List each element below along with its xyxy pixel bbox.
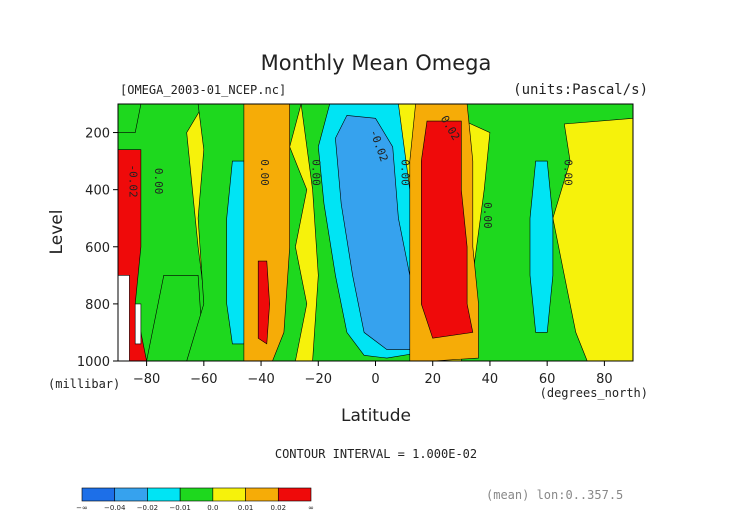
file-label: [OMEGA_2003-01_NCEP.nc]: [120, 83, 286, 97]
contour-interval-label: CONTOUR INTERVAL = 1.000E-02: [275, 447, 477, 461]
colorbar-swatch-4: [212, 487, 246, 502]
contour-fills: [117, 103, 634, 362]
x-axis-label: Latitude: [341, 406, 411, 426]
chart-title: Monthly Mean Omega: [261, 51, 492, 75]
contour-region-11: [257, 260, 270, 345]
y-tick-label-2: 600: [85, 241, 110, 256]
colorbar-label-5: 0.01: [238, 504, 254, 512]
colorbar-label-7: ∞: [308, 504, 314, 512]
y-tick-label-1: 400: [85, 184, 110, 199]
y-axis-label: Level: [47, 210, 67, 255]
x-unit-label: (degrees_north): [540, 386, 648, 400]
colorbar-swatch-6: [277, 487, 312, 502]
contour-label-1: 0.00: [152, 168, 165, 195]
colorbar-label-4: 0.0: [207, 504, 218, 512]
colorbar-label-3: −0.01: [169, 504, 190, 512]
contour-region-8: [335, 115, 416, 350]
contour-label-2: 0.00: [258, 159, 271, 186]
colorbar: −∞ −0.04 −0.02 −0.01 0.0 0.01 0.02 ∞: [76, 487, 314, 512]
colorbar-swatch-2: [147, 487, 181, 502]
colorbar-label-2: −0.02: [137, 504, 158, 512]
x-tick-label-2: −40: [247, 372, 274, 387]
contour-region-9: [529, 160, 554, 333]
units-label: (units:Pascal/s): [513, 82, 648, 98]
contour-label-7: 0.00: [481, 202, 494, 229]
contour-region-13: [420, 120, 474, 339]
x-tick-label-1: −60: [190, 372, 217, 387]
colorbar-swatch-1: [114, 487, 148, 502]
colorbar-label-1: −0.04: [104, 504, 126, 512]
x-tick-label-3: −20: [305, 372, 332, 387]
colorbar-swatch-0: [81, 487, 116, 502]
contour-region-10: [243, 103, 291, 362]
y-tick-label-3: 800: [85, 298, 110, 313]
x-tick-label-7: 60: [539, 372, 556, 387]
x-tick-label-4: 0: [371, 372, 379, 387]
mean-label: (mean) lon:0..357.5: [486, 488, 623, 502]
x-tick-label-0: −80: [133, 372, 160, 387]
contour-region-15: [117, 274, 130, 362]
y-tick-label-4: 1000: [77, 355, 110, 370]
contour-label-5: 0.00: [398, 159, 411, 186]
colorbar-swatch-3: [179, 487, 214, 502]
colorbar-swatch-5: [245, 487, 279, 502]
x-tick-label-8: 80: [596, 372, 613, 387]
colorbar-label-6: 0.02: [270, 504, 286, 512]
contour-label-0: -0.02: [126, 165, 139, 198]
x-tick-label-6: 40: [482, 372, 499, 387]
contour-label-8: 0.00: [561, 159, 574, 186]
y-tick-label-0: 200: [85, 127, 110, 142]
colorbar-label-0: −∞: [76, 504, 88, 512]
plot-area: -0.02 0.00 0.00 0.00-0.020.000.020.000.00: [117, 103, 634, 362]
x-tick-label-5: 20: [424, 372, 441, 387]
contour-label-3: 0.00: [310, 159, 323, 186]
x-axis: −80 −60 −40 −20 0 20 40 60 80: [133, 361, 613, 387]
y-unit-label: (millibar): [48, 377, 120, 391]
contour-region-16: [134, 303, 142, 345]
y-axis: 200 400 600 800 1000: [77, 127, 118, 370]
